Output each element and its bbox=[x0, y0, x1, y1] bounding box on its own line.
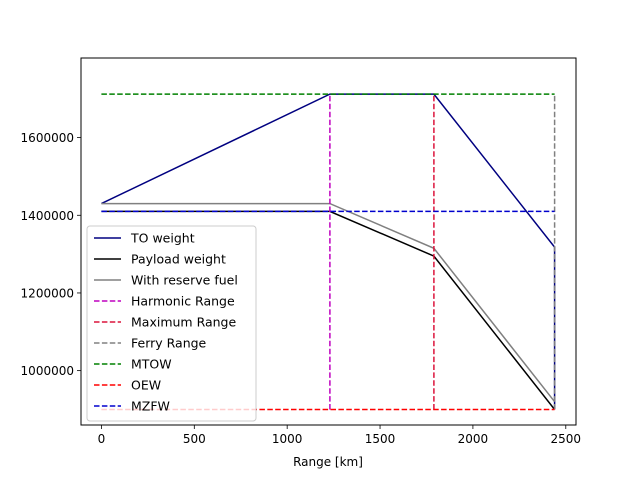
y-tick-label: 1400000 bbox=[21, 209, 74, 223]
y-tick-label: 1200000 bbox=[21, 286, 74, 300]
y-tick-label: 1000000 bbox=[21, 364, 74, 378]
legend-box bbox=[86, 225, 257, 422]
x-tick-label: 1500 bbox=[365, 432, 396, 446]
series-layer bbox=[101, 93, 556, 411]
legend-label-oew: OEW bbox=[131, 378, 161, 393]
x-tick-label: 0 bbox=[98, 432, 106, 446]
x-tick-label: 500 bbox=[183, 432, 206, 446]
legend-label-to-weight: TO weight bbox=[130, 231, 195, 246]
legend-label-mtow: MTOW bbox=[131, 357, 172, 372]
y-axis-ticks: 1000000 1200000 1400000 1600000 bbox=[21, 131, 81, 378]
x-tick-label: 2000 bbox=[458, 432, 489, 446]
legend-label-harmonic-range: Harmonic Range bbox=[131, 294, 235, 309]
plot-frame bbox=[80, 57, 577, 426]
legend-label-mzfw: MZFW bbox=[131, 399, 170, 414]
legend-label-with-reserve-fuel: With reserve fuel bbox=[131, 273, 238, 288]
legend-label-payload-weight: Payload weight bbox=[131, 252, 226, 267]
legend-label-ferry-range: Ferry Range bbox=[131, 336, 207, 351]
y-tick-label: 1600000 bbox=[21, 131, 74, 145]
legend: TO weight Payload weight With reserve fuel… bbox=[86, 225, 257, 422]
x-axis-ticks: 0 500 1000 1500 2000 2500 bbox=[98, 425, 581, 446]
x-axis-label: Range [km] bbox=[293, 455, 363, 469]
series-line-with-reserve-fuel bbox=[101, 202, 556, 403]
legend-label-maximum-range: Maximum Range bbox=[131, 315, 236, 330]
x-tick-label: 1000 bbox=[272, 432, 303, 446]
x-tick-label: 2500 bbox=[551, 432, 582, 446]
